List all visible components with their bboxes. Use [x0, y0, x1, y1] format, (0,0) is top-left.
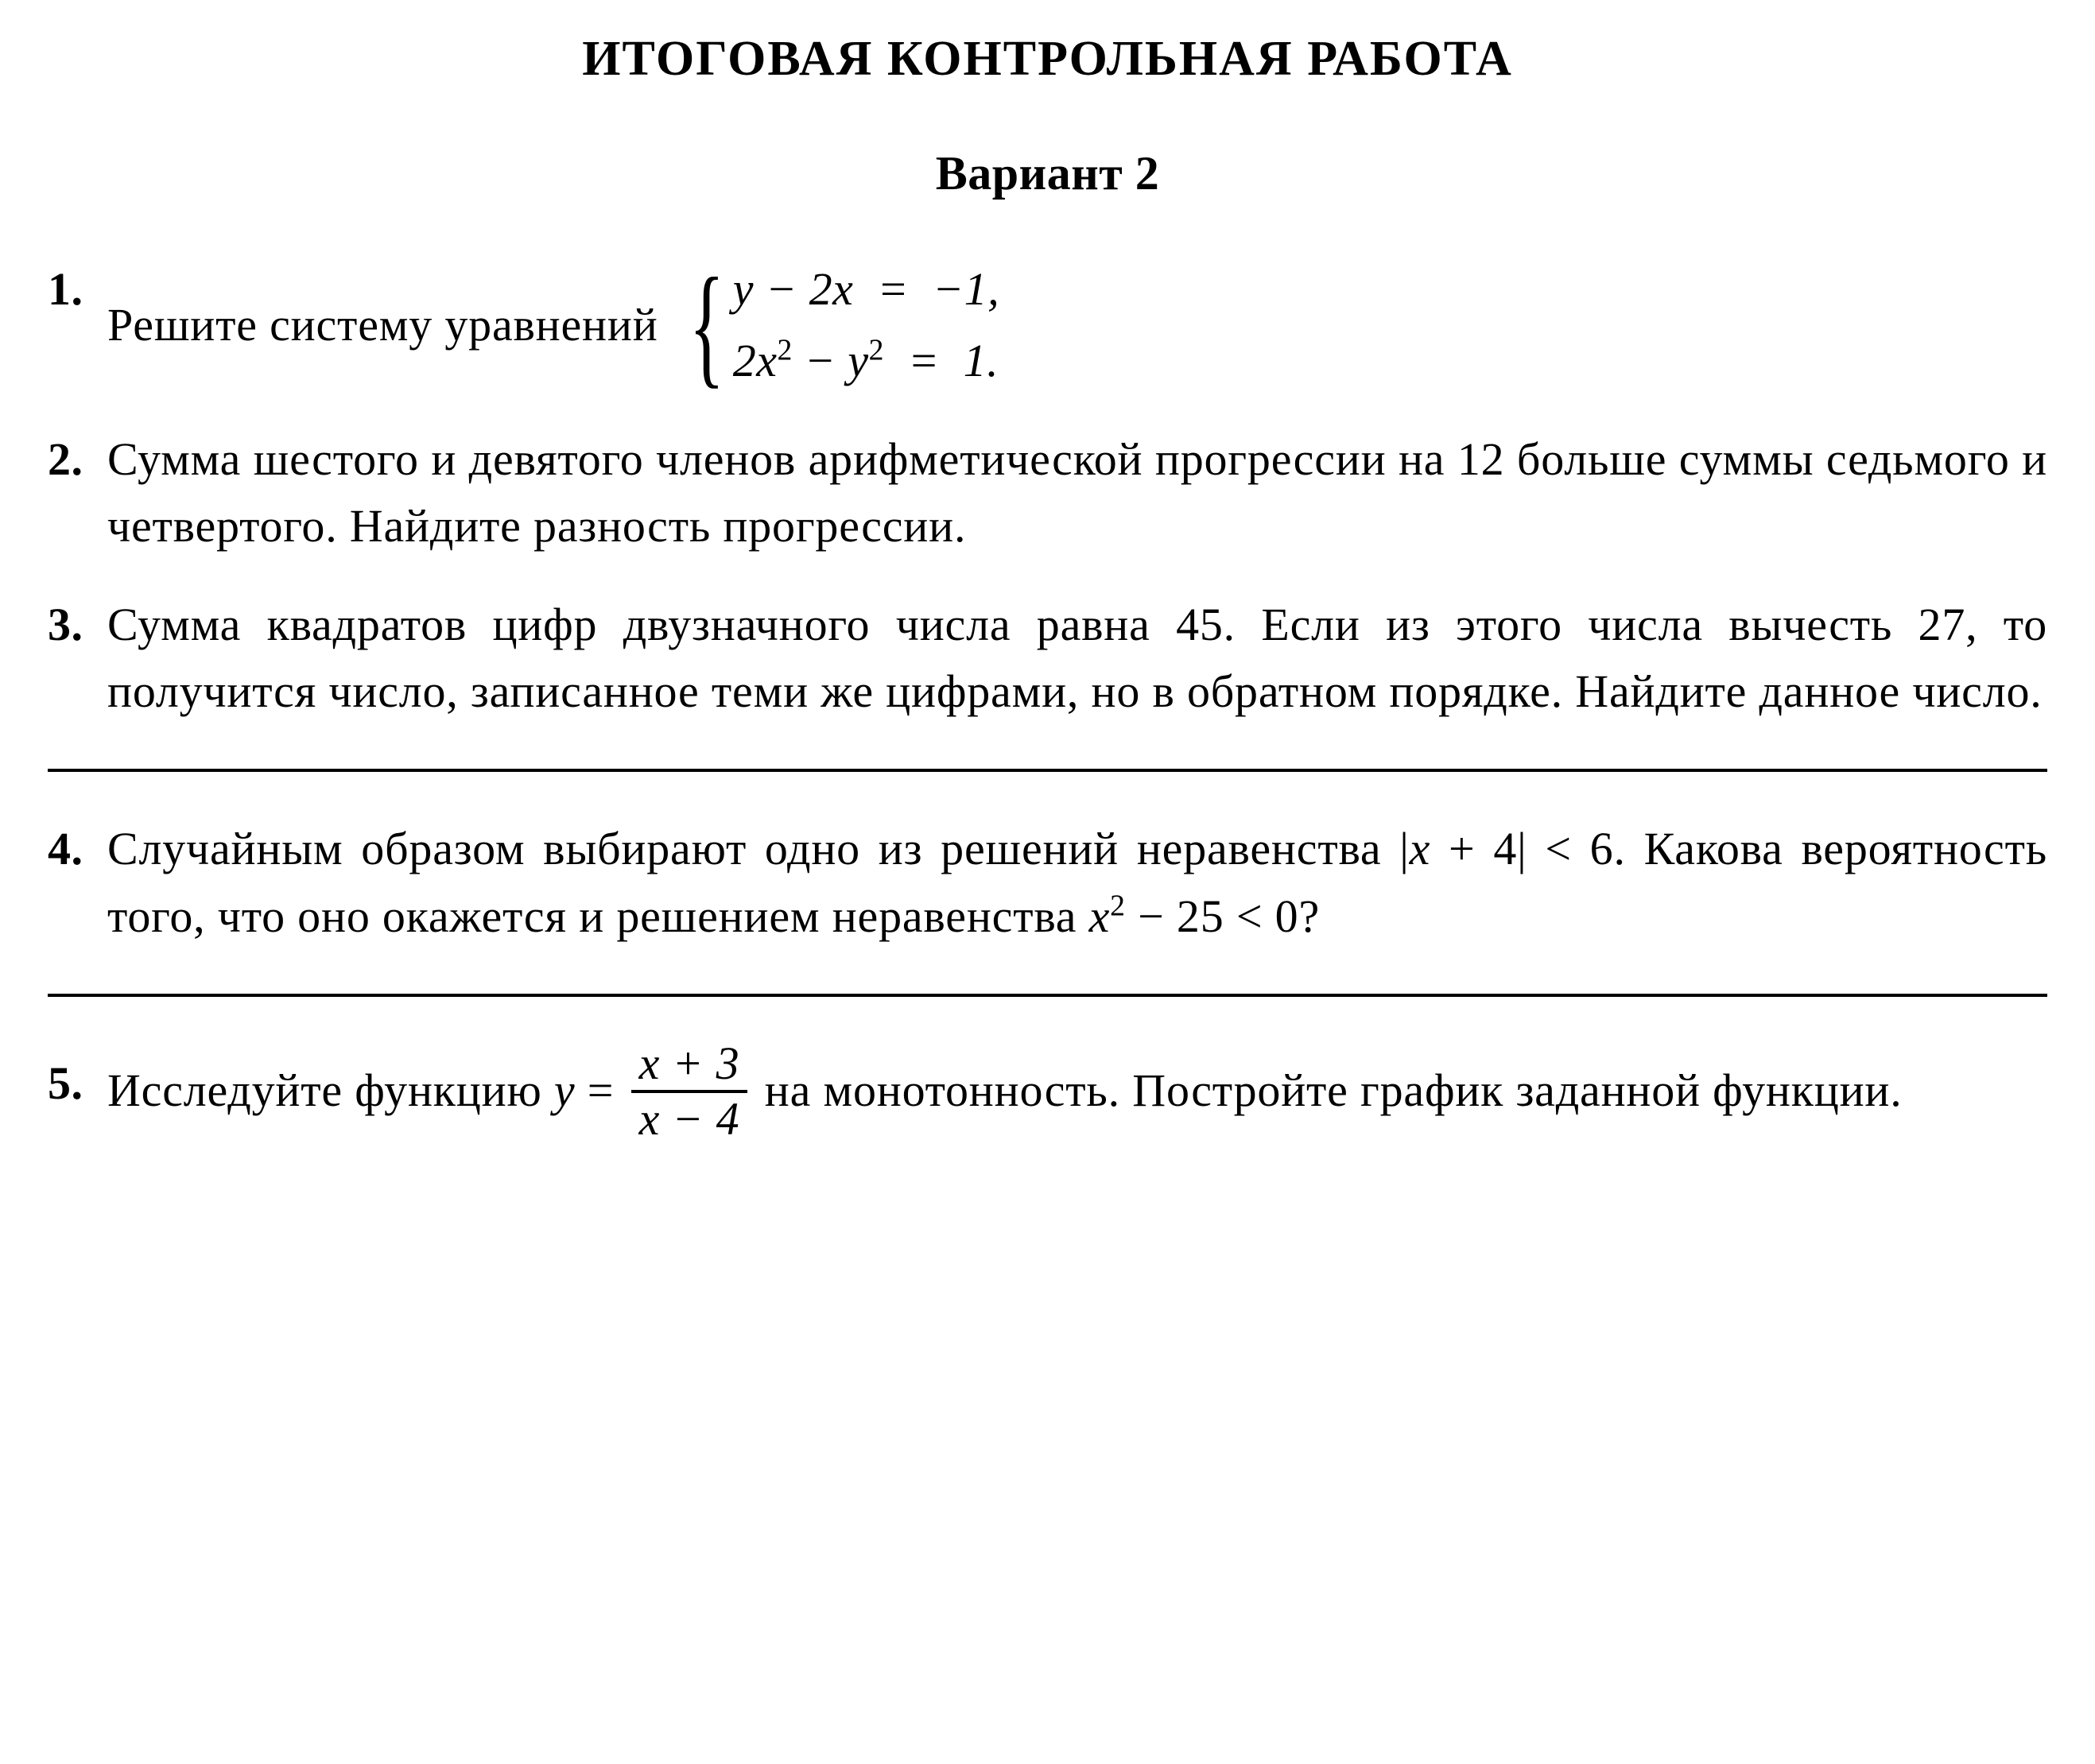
- problem-list-2: 4. Случайным образом выбирают одно из ре…: [48, 816, 2047, 949]
- problem-5-text-post: на монотонность. Постройте график заданн…: [752, 1064, 1902, 1116]
- problem-1-lead: Решите систему уравнений: [107, 292, 658, 359]
- left-brace-icon: {: [689, 271, 724, 379]
- equation-2: 2x2 − y2 = 1.: [733, 328, 999, 394]
- equation-system: { y − 2x = −1, 2x2 − y2 = 1.: [674, 256, 1000, 394]
- variant-label: Вариант 2: [48, 139, 2047, 208]
- divider-rule-2: [48, 994, 2047, 997]
- problem-2-text: Сумма шестого и девятого членов арифмети…: [107, 433, 2047, 552]
- equation-1: y − 2x = −1,: [733, 256, 999, 323]
- problem-2-number: 2.: [48, 426, 83, 493]
- problem-5-text: Исследуйте функцию y = x + 3x − 4 на мон…: [107, 1064, 1903, 1116]
- problem-4-text: Случайным образом выбирают одно из решен…: [107, 823, 2047, 941]
- problem-3-number: 3.: [48, 591, 83, 658]
- problem-1: 1. Решите систему уравнений { y − 2x = −…: [48, 256, 2047, 394]
- function-y: y: [554, 1064, 576, 1116]
- problem-2: 2. Сумма шестого и девятого членов арифм…: [48, 426, 2047, 560]
- divider-rule-1: [48, 769, 2047, 772]
- problem-list: 1. Решите систему уравнений { y − 2x = −…: [48, 256, 2047, 726]
- problem-5: 5. Исследуйте функцию y = x + 3x − 4 на …: [48, 1041, 2047, 1150]
- page-title: ИТОГОВАЯ КОНТРОЛЬНАЯ РАБОТА: [48, 24, 2047, 95]
- fraction-numerator: x + 3: [631, 1037, 748, 1094]
- fraction-denominator: x − 4: [631, 1093, 748, 1146]
- problem-3-text: Сумма квадратов цифр двузначного числа р…: [107, 599, 2047, 717]
- problem-5-text-pre: Исследуйте функцию: [107, 1064, 554, 1116]
- problem-list-3: 5. Исследуйте функцию y = x + 3x − 4 на …: [48, 1041, 2047, 1150]
- problem-1-number: 1.: [48, 256, 83, 323]
- problem-4: 4. Случайным образом выбирают одно из ре…: [48, 816, 2047, 949]
- fraction: x + 3x − 4: [631, 1037, 748, 1146]
- problem-4-text-pre: Случайным образом выбирают одно из решен…: [107, 823, 1399, 874]
- problem-5-number: 5.: [48, 1041, 83, 1126]
- problem-4-text-post: ?: [1298, 890, 1320, 942]
- problem-3: 3. Сумма квадратов цифр двузначного числ…: [48, 591, 2047, 725]
- problem-4-number: 4.: [48, 816, 83, 882]
